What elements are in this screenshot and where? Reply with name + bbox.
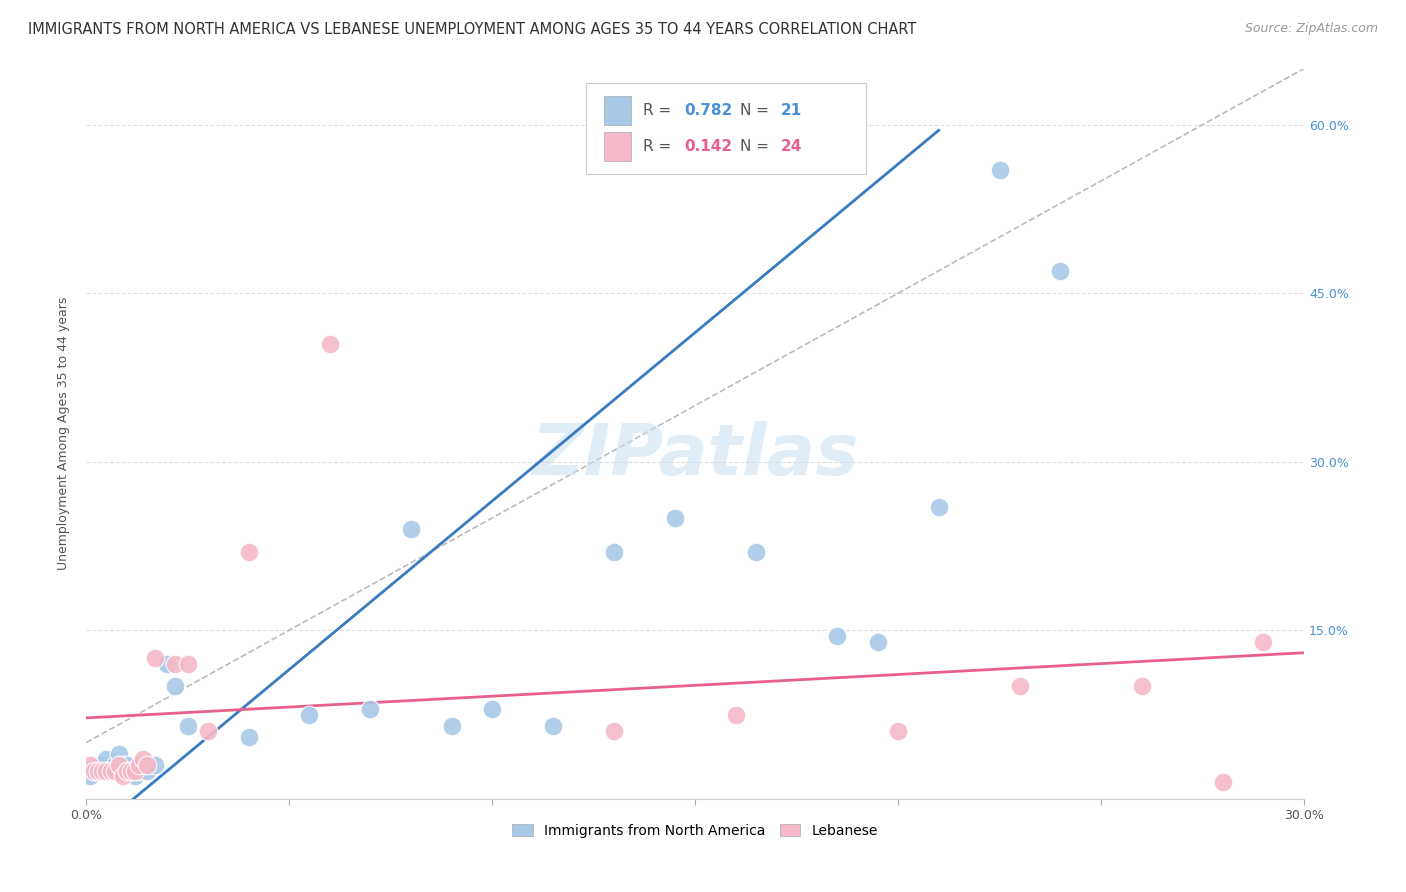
Point [359, 702, 381, 716]
Point [825, 629, 848, 643]
Point [83, 764, 105, 778]
Point [115, 764, 138, 778]
Point [197, 724, 219, 739]
Point [111, 769, 134, 783]
Point [745, 544, 768, 558]
Point [866, 634, 889, 648]
Point [481, 702, 503, 716]
FancyBboxPatch shape [603, 132, 630, 161]
Point [887, 724, 910, 739]
FancyBboxPatch shape [603, 95, 630, 125]
Point [724, 707, 747, 722]
Point [399, 522, 422, 536]
Point [1049, 264, 1071, 278]
Point [115, 758, 138, 772]
Point [928, 500, 950, 514]
Point [988, 162, 1011, 177]
Text: 21: 21 [780, 103, 801, 118]
Point [298, 707, 321, 722]
Point [107, 758, 129, 772]
Point [91, 764, 114, 778]
Point [664, 511, 686, 525]
Point [96, 752, 118, 766]
Point [603, 544, 626, 558]
Text: 0.142: 0.142 [685, 139, 733, 154]
Point [1130, 680, 1153, 694]
Point [132, 752, 155, 766]
Point [1212, 775, 1234, 789]
Point [238, 544, 260, 558]
FancyBboxPatch shape [585, 83, 866, 175]
Point [107, 747, 129, 761]
Legend: Immigrants from North America, Lebanese: Immigrants from North America, Lebanese [505, 816, 884, 845]
Point [96, 764, 118, 778]
Point [87, 764, 110, 778]
Point [176, 719, 198, 733]
Point [103, 764, 125, 778]
Text: ZIPatlas: ZIPatlas [531, 421, 859, 490]
Point [176, 657, 198, 671]
Point [319, 336, 342, 351]
Point [143, 758, 166, 772]
Point [79, 758, 101, 772]
Point [103, 758, 125, 772]
Point [124, 769, 146, 783]
Point [1008, 680, 1031, 694]
Point [136, 764, 159, 778]
Point [440, 719, 463, 733]
Point [111, 758, 134, 772]
Point [238, 730, 260, 744]
Text: 24: 24 [780, 139, 801, 154]
Point [100, 764, 122, 778]
Point [1253, 634, 1275, 648]
Point [156, 657, 179, 671]
Y-axis label: Unemployment Among Ages 35 to 44 years: Unemployment Among Ages 35 to 44 years [58, 297, 70, 570]
Text: IMMIGRANTS FROM NORTH AMERICA VS LEBANESE UNEMPLOYMENT AMONG AGES 35 TO 44 YEARS: IMMIGRANTS FROM NORTH AMERICA VS LEBANES… [28, 22, 917, 37]
Text: N =: N = [740, 139, 775, 154]
Point [128, 764, 150, 778]
Point [100, 764, 122, 778]
Point [91, 758, 114, 772]
Point [79, 769, 101, 783]
Text: R =: R = [643, 103, 676, 118]
Point [120, 764, 142, 778]
Point [541, 719, 564, 733]
Point [120, 764, 142, 778]
Text: N =: N = [740, 103, 775, 118]
Text: 0.782: 0.782 [685, 103, 733, 118]
Point [83, 764, 105, 778]
Point [132, 758, 155, 772]
Point [124, 764, 146, 778]
Point [87, 758, 110, 772]
Point [603, 724, 626, 739]
Point [165, 680, 187, 694]
Text: Source: ZipAtlas.com: Source: ZipAtlas.com [1244, 22, 1378, 36]
Text: R =: R = [643, 139, 676, 154]
Point [165, 657, 187, 671]
Point [128, 758, 150, 772]
Point [143, 651, 166, 665]
Point [136, 758, 159, 772]
